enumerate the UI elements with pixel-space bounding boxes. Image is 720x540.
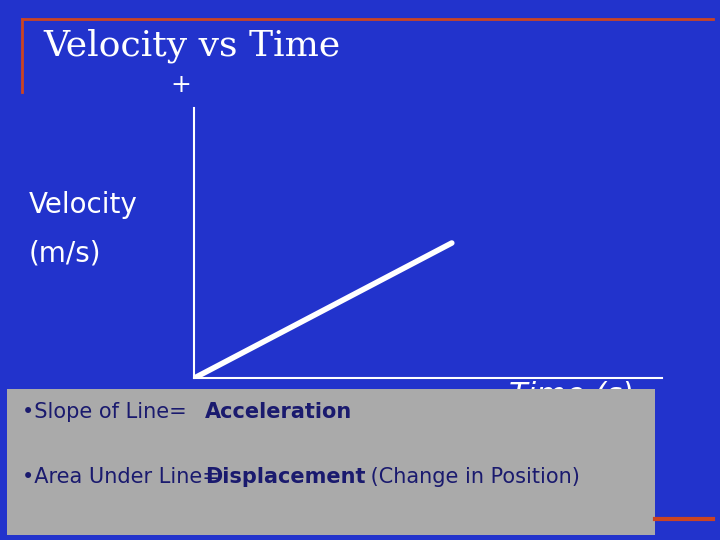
Text: •Slope of Line=: •Slope of Line= xyxy=(22,402,193,422)
Text: Acceleration: Acceleration xyxy=(205,402,353,422)
Text: (Change in Position): (Change in Position) xyxy=(364,467,580,487)
Text: 0: 0 xyxy=(157,389,171,409)
Text: (m/s): (m/s) xyxy=(29,240,102,268)
Text: •Area Under Line=: •Area Under Line= xyxy=(22,467,220,487)
Text: Time (s): Time (s) xyxy=(508,381,634,410)
Text: Velocity: Velocity xyxy=(29,191,138,219)
Text: Velocity vs Time: Velocity vs Time xyxy=(43,29,341,63)
Text: Displacement: Displacement xyxy=(205,467,366,487)
Text: +: + xyxy=(170,73,191,97)
